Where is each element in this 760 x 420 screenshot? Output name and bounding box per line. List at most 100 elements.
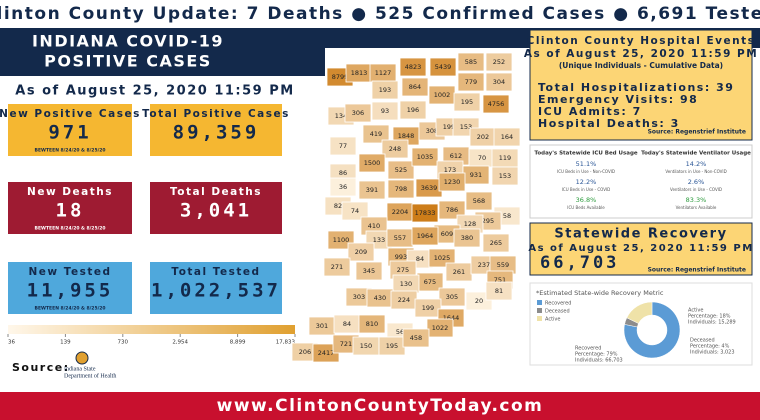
county-label: 133 bbox=[373, 236, 385, 244]
county-label: 304 bbox=[493, 78, 505, 86]
county-label: 380 bbox=[461, 234, 473, 242]
county bbox=[411, 147, 439, 167]
usage-label: ICU Beds Available bbox=[567, 205, 605, 210]
county-label: 3639 bbox=[421, 184, 438, 192]
county-label: 252 bbox=[493, 58, 505, 66]
county-label: 568 bbox=[473, 197, 485, 205]
recovery-title: Statewide Recovery bbox=[554, 227, 727, 242]
hospital-source: Source: Regenstrief Institute bbox=[648, 129, 746, 136]
county bbox=[493, 127, 521, 147]
legend-gradient bbox=[8, 325, 295, 334]
footer-band bbox=[0, 392, 760, 420]
county-label: 93 bbox=[381, 107, 389, 115]
donut-segment bbox=[623, 301, 681, 359]
usage-value: 83.3% bbox=[686, 196, 707, 204]
county-label: 1500 bbox=[364, 159, 381, 167]
source-org: Department of Health bbox=[64, 372, 116, 379]
county bbox=[358, 314, 386, 334]
county-label: 173 bbox=[444, 166, 456, 174]
county bbox=[453, 92, 481, 112]
legend-tick-label: 730 bbox=[118, 340, 129, 346]
hospital-line: ICU Admits: 7 bbox=[538, 105, 642, 118]
county bbox=[453, 228, 481, 248]
county-label: 84 bbox=[343, 320, 351, 328]
stat-card bbox=[8, 262, 132, 314]
county bbox=[371, 80, 399, 100]
county-label: 345 bbox=[363, 267, 375, 275]
county-label: 134 bbox=[335, 112, 347, 120]
usage-value: 14.2% bbox=[686, 160, 707, 168]
county-label: 209 bbox=[355, 248, 367, 256]
recovery-value: 66,703 bbox=[540, 253, 619, 273]
county-label: 56 bbox=[396, 328, 404, 336]
legend-swatch bbox=[537, 308, 542, 313]
county bbox=[491, 166, 519, 186]
segment-percentage: Percentage: 18% bbox=[688, 314, 731, 320]
county-label: 786 bbox=[446, 206, 458, 214]
county-label: 248 bbox=[389, 145, 401, 153]
county bbox=[457, 72, 485, 92]
county-label: 202 bbox=[477, 133, 489, 141]
card-label: New Positive Cases bbox=[0, 108, 141, 120]
county bbox=[341, 201, 369, 221]
county-label: 153 bbox=[499, 172, 511, 180]
county bbox=[362, 124, 390, 144]
county-label: 84 bbox=[416, 255, 424, 263]
card-value: 1,022,537 bbox=[151, 280, 281, 302]
usage-label: ICU Beds in Use - COVID bbox=[562, 187, 611, 192]
stat-card bbox=[150, 262, 282, 314]
county-label: 70 bbox=[478, 154, 486, 162]
county-label: 196 bbox=[407, 106, 419, 114]
source-org: Indiana State bbox=[64, 366, 96, 372]
county bbox=[457, 52, 485, 72]
county bbox=[327, 230, 355, 250]
county bbox=[482, 94, 510, 114]
county-label: 20 bbox=[475, 297, 483, 305]
county-label: 458 bbox=[410, 334, 422, 342]
county bbox=[344, 103, 372, 123]
county-label: 130 bbox=[400, 280, 412, 288]
county bbox=[329, 136, 357, 156]
hospital-line: Emergency Visits: 98 bbox=[538, 93, 698, 106]
county bbox=[465, 191, 493, 211]
county bbox=[482, 233, 510, 253]
county-label: 237 bbox=[478, 261, 490, 269]
county-label: 864 bbox=[409, 83, 421, 91]
county-label: 82 bbox=[334, 202, 342, 210]
county-label: 77 bbox=[339, 142, 347, 150]
county bbox=[485, 281, 513, 301]
county-label: 1002 bbox=[434, 91, 451, 99]
source-label: Source: bbox=[12, 361, 70, 374]
county-label: 17833 bbox=[415, 209, 436, 217]
county-label: 1813 bbox=[351, 69, 368, 77]
footer-url: www.ClintonCountyToday.com bbox=[217, 396, 544, 416]
county-label: 4756 bbox=[488, 100, 505, 108]
county bbox=[465, 291, 493, 311]
card-note: BEWTEEN 8/24/20 & 8/25/20 bbox=[35, 148, 106, 154]
county bbox=[485, 52, 513, 72]
card-label: Total Tested bbox=[171, 266, 260, 278]
county-label: 206 bbox=[299, 348, 311, 356]
recovery-box bbox=[529, 222, 753, 276]
hospital-subtitle: (Unique Individuals - Cumulative Data) bbox=[559, 61, 723, 70]
county bbox=[329, 177, 357, 197]
county-label: 993 bbox=[395, 253, 407, 261]
county-label: 128 bbox=[464, 220, 476, 228]
donut-segment bbox=[626, 301, 653, 324]
county-label: 58 bbox=[503, 212, 511, 220]
segment-individuals: Individuals: 3,023 bbox=[690, 350, 735, 356]
county-label: 301 bbox=[316, 322, 328, 330]
stat-card bbox=[8, 182, 132, 234]
county-label: 153 bbox=[460, 123, 472, 131]
county-label: 275 bbox=[397, 266, 409, 274]
county bbox=[358, 153, 386, 173]
county-label: 559 bbox=[497, 261, 509, 269]
county-label: 931 bbox=[470, 171, 482, 179]
headline: Clinton County Update: 7 Deaths ● 525 Co… bbox=[0, 4, 760, 24]
legend-tick-label: 2,954 bbox=[172, 340, 188, 346]
county-label: 119 bbox=[499, 154, 511, 162]
county-label: 295 bbox=[482, 217, 494, 225]
usage-label: Ventilators in Use - Non-COVID bbox=[665, 169, 726, 174]
county bbox=[355, 261, 383, 281]
